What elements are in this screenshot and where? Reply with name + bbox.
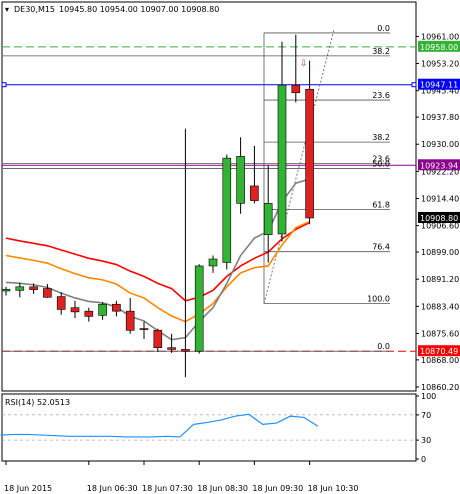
fib-main-label: 61.8: [372, 201, 390, 210]
candle-body: [98, 303, 107, 316]
candle-body: [167, 347, 176, 350]
candle-body: [263, 203, 273, 235]
candle-body: [181, 349, 190, 352]
fib-main-label: 38.2: [372, 133, 390, 142]
price-marker-box: [418, 345, 460, 357]
rsi-indicator: 100 70 30 0: [0, 392, 436, 464]
price-tick-label: 10875.60: [421, 329, 459, 338]
rsi-tick-label: 100: [421, 392, 436, 401]
price-tick-label: 10860.20: [421, 383, 459, 392]
time-tick-label: 18 Jun 09:30: [252, 484, 303, 493]
candle-body: [305, 88, 314, 219]
fib-main-label: 0.0: [377, 24, 390, 33]
price-marker-label: 10923.94: [420, 161, 458, 170]
fib-main-label: 76.4: [372, 243, 390, 252]
price-axis: 10961.00 10953.20 10945.40 10937.80 10930.00…: [416, 32, 459, 392]
price-tick-label: 10945.40: [421, 87, 459, 96]
rsi-tick-label: 70: [421, 411, 431, 420]
rsi-tick-label: 0: [421, 455, 426, 464]
price-marker-box: [418, 211, 460, 223]
candle-body: [43, 288, 52, 298]
candle-body: [153, 330, 163, 348]
fib-main-label: 100.0: [367, 295, 390, 304]
time-tick-label: 18 Jun 06:30: [87, 484, 138, 493]
candle-body: [250, 185, 259, 201]
candle-body: [70, 307, 80, 313]
price-marker-box: [418, 159, 460, 171]
price-tick-label: 10868.00: [421, 356, 459, 365]
price-tick-label: 10961.00: [421, 32, 459, 41]
price-tick-label: 10937.80: [421, 113, 459, 122]
time-tick-label: 18 Jun 07:30: [142, 484, 193, 493]
moving-average-mid: [5, 220, 310, 323]
fib-secondary-label: 38.2: [372, 47, 390, 56]
price-marker-label: 10958.00: [420, 43, 458, 52]
rsi-pane-frame: [1, 393, 417, 462]
candlesticks: [1, 34, 314, 378]
candle-body: [277, 84, 287, 235]
candle-body: [139, 328, 149, 330]
time-tick-label: 18 Jun 08:30: [197, 484, 248, 493]
line-handle: [411, 82, 417, 88]
price-tick-label: 10914.40: [421, 194, 459, 203]
main-pane-frame: [1, 1, 417, 392]
price-marker-box: [418, 40, 460, 52]
candle-body: [15, 286, 25, 291]
rsi-line: [0, 413, 319, 438]
chart-symbol: DE30,M15: [14, 5, 55, 14]
line-handle: [1, 82, 7, 88]
price-marker-label: 10908.80: [420, 214, 458, 223]
moving-average-slow: [5, 221, 310, 302]
price-marker-label: 10947.11: [420, 81, 458, 90]
candle-body: [56, 296, 66, 310]
price-marker-label: 10870.49: [420, 347, 458, 356]
time-tick-label: 18 Jun 2015: [4, 484, 52, 493]
price-tick-label: 10922.20: [421, 167, 459, 176]
price-markers: 10958.00 10947.11 10923.94 10908.80 10870.49: [418, 40, 460, 357]
chart-menu-icon[interactable]: ▾: [5, 5, 9, 14]
candle-body: [208, 258, 218, 267]
candle-body: [236, 156, 245, 204]
fib-secondary-label: 50.0: [372, 160, 390, 169]
candle-body: [29, 286, 38, 290]
candle-body: [125, 310, 135, 331]
time-axis: 18 Jun 2015 18 Jun 06:30 18 Jun 07:30 18 Ju…: [4, 461, 358, 493]
price-tick-label: 10883.40: [421, 302, 459, 311]
trade-arrow-icon: ⇩: [300, 59, 308, 69]
chart-ohlc: 10945.80 10954.00 10907.00 10908.80: [59, 5, 219, 14]
rsi-label: RSI(14) 52.0513: [5, 398, 70, 407]
price-tick-label: 10891.20: [421, 275, 459, 284]
candle-body: [84, 310, 94, 317]
fib-secondary-label: 0.0: [377, 342, 390, 351]
fib-secondary-label: 23.6: [372, 154, 390, 163]
price-tick-label: 10906.60: [421, 222, 459, 231]
candle-body: [222, 157, 232, 263]
candle-body: [112, 303, 121, 312]
candle-body: [291, 84, 301, 94]
price-marker-box: [418, 78, 460, 90]
candle-body: [1, 288, 11, 292]
time-tick-label: 18 Jun 10:30: [308, 484, 359, 493]
price-tick-label: 10899.00: [421, 248, 459, 257]
fib-main-label: 23.6: [372, 91, 390, 100]
rsi-tick-label: 30: [421, 436, 431, 445]
candle-body: [194, 265, 204, 352]
fib-trendline: [263, 29, 335, 304]
price-tick-label: 10930.00: [421, 140, 459, 149]
price-tick-label: 10953.20: [421, 60, 459, 69]
